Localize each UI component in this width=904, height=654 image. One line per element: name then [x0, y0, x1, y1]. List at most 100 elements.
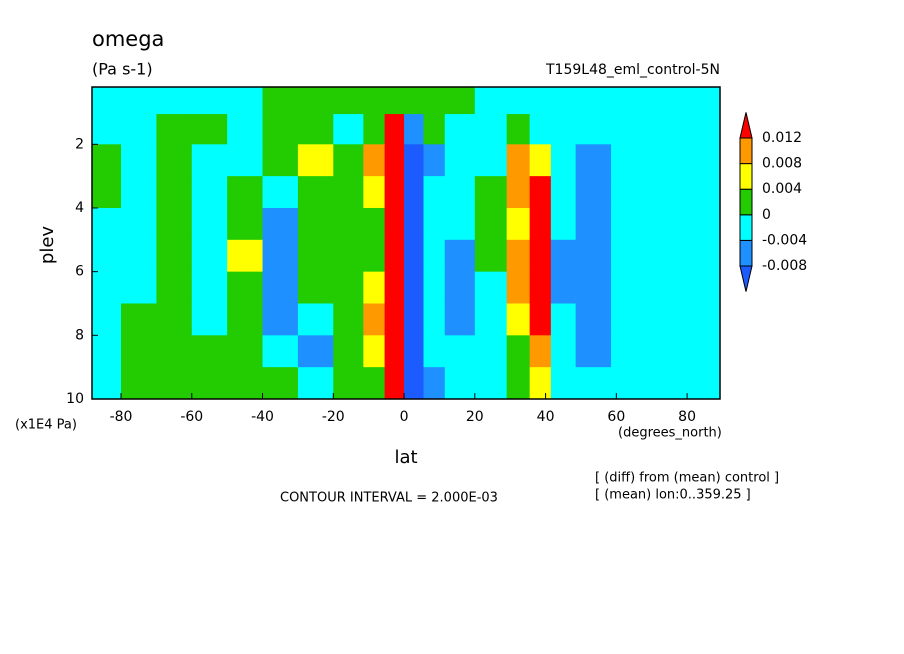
contour-cell	[363, 176, 386, 209]
contour-cell	[92, 335, 122, 368]
contour-cell	[550, 335, 577, 368]
contour-cell	[297, 144, 334, 177]
contour-cell	[333, 303, 364, 336]
contour-cell	[575, 114, 612, 145]
contour-cell	[611, 176, 662, 209]
contour-cell	[404, 207, 425, 241]
contour-cell	[660, 239, 721, 273]
contour-cell	[227, 114, 264, 145]
contour-cell	[363, 303, 386, 336]
contour-cell	[529, 271, 552, 304]
contour-cell	[575, 335, 612, 368]
contour-cell	[156, 239, 193, 273]
contour-cell	[444, 144, 476, 177]
contour-cell	[227, 239, 264, 273]
run-label: T159L48_eml_control-5N	[545, 62, 720, 78]
contour-cell	[384, 176, 405, 209]
contour-cell	[297, 114, 334, 145]
contour-cell	[444, 87, 476, 115]
contour-cell	[423, 114, 446, 145]
contour-cell	[227, 87, 264, 115]
contour-cell	[297, 176, 334, 209]
contour-cell	[404, 303, 425, 336]
contour-cell	[262, 303, 299, 336]
contour-cell	[363, 239, 386, 273]
contour-cell	[611, 239, 662, 273]
colorbar-band	[739, 239, 753, 267]
contour-cell	[191, 367, 228, 400]
contour-cell	[384, 367, 405, 400]
contour-cell	[529, 87, 552, 115]
contour-cell	[384, 239, 405, 273]
contour-cell	[262, 367, 299, 400]
contour-cell	[384, 271, 405, 304]
contour-cell	[474, 367, 508, 400]
contour-cell	[423, 335, 446, 368]
contour-cell	[506, 335, 531, 368]
colorbar-band	[739, 137, 753, 165]
contour-cell	[227, 207, 264, 241]
contour-cell	[363, 207, 386, 241]
colorbar-label: -0.004	[762, 232, 807, 248]
contour-cell	[227, 176, 264, 209]
contour-cell	[297, 271, 334, 304]
contour-cell	[474, 144, 508, 177]
contour-cell	[262, 176, 299, 209]
x-tick-label: 60	[607, 409, 625, 425]
contour-cell	[423, 176, 446, 209]
contour-cell	[191, 335, 228, 368]
contour-cell	[550, 176, 577, 209]
chart-title: omega	[92, 27, 164, 51]
contour-cell	[660, 367, 721, 400]
contour-cell	[444, 335, 476, 368]
contour-cell	[92, 239, 122, 273]
contour-interval: CONTOUR INTERVAL = 2.000E-03	[280, 491, 498, 506]
x-tick-label: -20	[322, 409, 345, 425]
contour-cell	[506, 207, 531, 241]
x-tick-label: 0	[400, 409, 409, 425]
contour-cell	[611, 367, 662, 400]
x-tick-label: -60	[180, 409, 203, 425]
contour-cell	[297, 335, 334, 368]
contour-cell	[506, 271, 531, 304]
y-unit-label: (x1E4 Pa)	[15, 418, 77, 433]
contour-cell	[121, 239, 157, 273]
contour-cell	[384, 303, 405, 336]
contour-cell	[156, 114, 193, 145]
contour-cell	[262, 335, 299, 368]
contour-cell	[333, 144, 364, 177]
contour-cell	[156, 367, 193, 400]
contour-cell	[191, 114, 228, 145]
contour-cell	[227, 335, 264, 368]
contour-cell	[227, 367, 264, 400]
y-tick-label: 4	[75, 200, 84, 216]
contour-cell	[529, 176, 552, 209]
contour-cell	[404, 87, 425, 115]
contour-cell	[529, 335, 552, 368]
contour-cell	[262, 239, 299, 273]
contour-cell	[363, 335, 386, 368]
contour-cell	[404, 271, 425, 304]
contour-cell	[363, 144, 386, 177]
contour-cell	[262, 87, 299, 115]
contour-cell	[550, 87, 577, 115]
colorbar-band	[739, 163, 753, 190]
contour-cell	[191, 239, 228, 273]
contour-cell	[474, 87, 508, 115]
contour-cell	[156, 87, 193, 115]
contour-cell	[529, 114, 552, 145]
contour-cell	[92, 207, 122, 241]
contour-cell	[156, 271, 193, 304]
contour-cell	[333, 87, 364, 115]
contour-cell	[363, 367, 386, 400]
contour-cell	[191, 176, 228, 209]
contour-cell	[660, 335, 721, 368]
contour-cell	[121, 271, 157, 304]
contour-cell	[575, 303, 612, 336]
y-tick-label: 6	[75, 264, 84, 280]
contour-cell	[262, 144, 299, 177]
contour-cell	[333, 176, 364, 209]
contour-cell	[262, 114, 299, 145]
x-unit-label: (degrees_north)	[618, 426, 722, 441]
